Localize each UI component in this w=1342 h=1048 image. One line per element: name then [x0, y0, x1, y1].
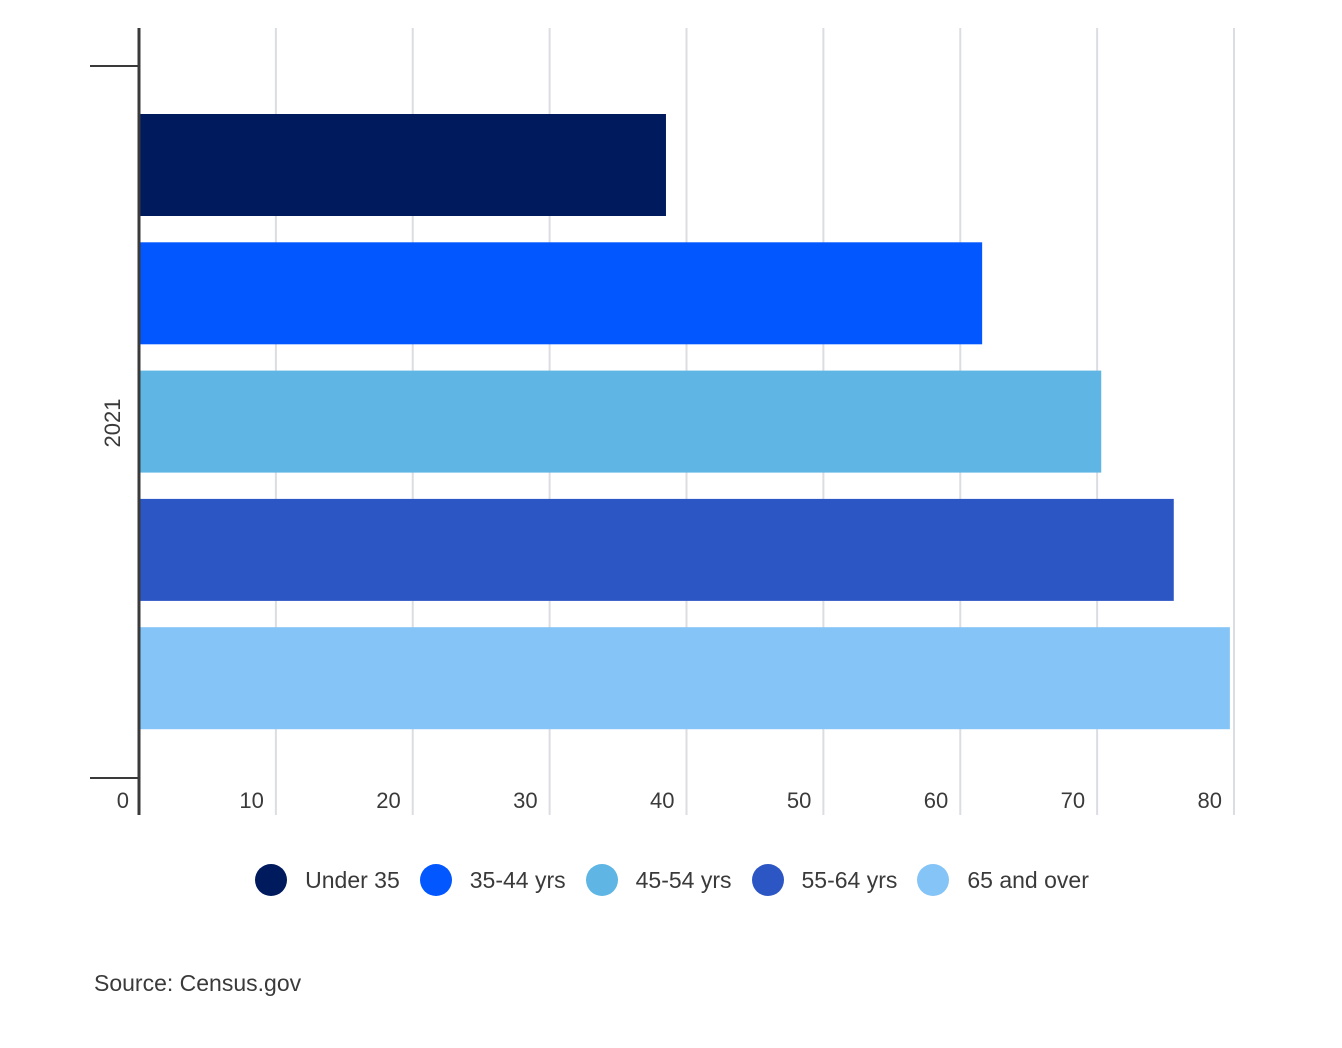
legend-item-35-44-yrs: 35-44 yrs: [419, 864, 566, 896]
bar-chart: 0 10 20 30 40 50 60 70 80 2021: [90, 28, 1235, 815]
x-tick-label-80: 80: [1198, 788, 1222, 813]
x-tick-label-60: 60: [924, 788, 948, 813]
legend-swatch-45-54-yrs: [585, 864, 618, 896]
category-label-2021: 2021: [100, 399, 125, 448]
bar-35-44-yrs: [140, 242, 983, 345]
axes: [90, 28, 141, 815]
bar-45-54-yrs: [140, 370, 1102, 473]
x-tick-label-10: 10: [239, 788, 263, 813]
x-tick-label-20: 20: [376, 788, 400, 813]
legend-label-35-44-yrs: 35-44 yrs: [469, 866, 566, 893]
legend-swatch-35-44-yrs: [419, 864, 452, 896]
x-tick-label-70: 70: [1061, 788, 1085, 813]
legend-item-under-35: Under 35: [255, 864, 400, 896]
legend: Under 35 35-44 yrs 45-54 yrs 55-64 yrs 65 an…: [0, 864, 1342, 896]
x-tick-label-0: 0: [117, 788, 129, 813]
legend-item-65-and-over: 65 and over: [917, 864, 1089, 896]
x-tick-labels: 0 10 20 30 40 50 60 70 80: [117, 788, 1222, 813]
legend-item-55-64-yrs: 55-64 yrs: [751, 864, 898, 896]
x-tick-label-50: 50: [787, 788, 811, 813]
bars: [140, 114, 1230, 730]
legend-swatch-55-64-yrs: [751, 864, 784, 896]
legend-label-55-64-yrs: 55-64 yrs: [801, 866, 898, 893]
legend-label-under-35: Under 35: [305, 866, 400, 893]
legend-item-45-54-yrs: 45-54 yrs: [585, 864, 732, 896]
bar-55-64-yrs: [140, 498, 1174, 601]
legend-label-65-and-over: 65 and over: [967, 866, 1089, 893]
bar-65-and-over: [140, 627, 1230, 730]
legend-swatch-65-and-over: [917, 864, 950, 896]
bar-under-35: [140, 114, 666, 216]
legend-swatch-under-35: [255, 864, 288, 896]
x-tick-label-40: 40: [650, 788, 674, 813]
legend-label-45-54-yrs: 45-54 yrs: [635, 866, 732, 893]
source-note: Source: Census.gov: [94, 970, 302, 996]
x-tick-label-30: 30: [513, 788, 537, 813]
